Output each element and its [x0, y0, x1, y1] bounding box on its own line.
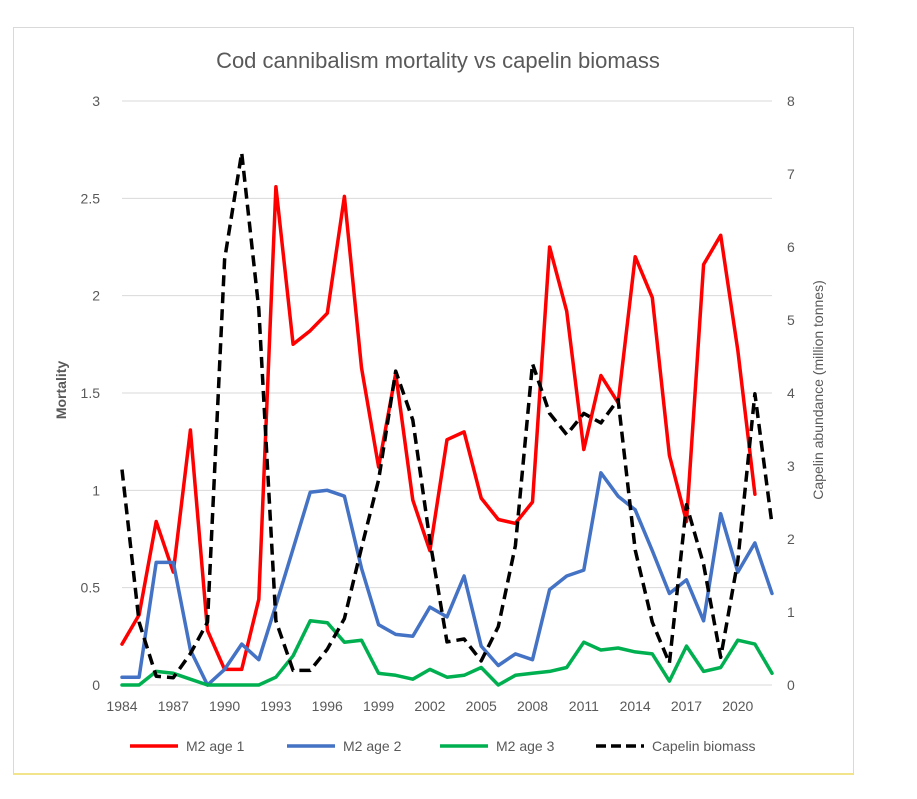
x-tick-label: 1993: [260, 698, 291, 714]
y2-tick-label: 6: [787, 239, 795, 255]
x-tick-label: 1990: [209, 698, 240, 714]
x-tick-label: 2011: [569, 698, 599, 714]
y2-tick-label: 7: [787, 166, 795, 182]
y2-tick-label: 0: [787, 677, 795, 693]
y2-tick-label: 2: [787, 531, 795, 547]
y-axis-title: Mortality: [53, 361, 69, 420]
x-tick-label: 2002: [414, 698, 445, 714]
chart-title: Cod cannibalism mortality vs capelin bio…: [216, 48, 660, 73]
y-tick-label: 2.5: [81, 190, 101, 206]
series-line-capelin-biomass: [120, 151, 774, 680]
y-tick-label: 0: [92, 677, 100, 693]
series-line-m2-age-3: [120, 619, 774, 687]
x-tick-label: 2008: [517, 698, 548, 714]
series-line-m2-age-2: [120, 471, 774, 687]
legend: M2 age 1 M2 age 2 M2 age 3 Capelin biomass: [130, 738, 756, 754]
x-tick-label: 2017: [671, 698, 702, 714]
gridlines: [122, 100, 772, 686]
x-tick-label: 1984: [106, 698, 137, 714]
x-tick-label: 1996: [312, 698, 343, 714]
x-tick-label: 1999: [363, 698, 394, 714]
legend-label: M2 age 3: [496, 738, 555, 754]
y-tick-label: 3: [92, 93, 100, 109]
y-tick-label: 2: [92, 288, 100, 304]
y2-tick-label: 3: [787, 458, 795, 474]
legend-label: M2 age 2: [343, 738, 402, 754]
y2-axis-title: Capelin abundance (million tonnes): [810, 280, 826, 499]
y2-axis-ticks: 0 1 2 3 4 5 6 7 8: [787, 93, 795, 693]
y2-tick-label: 1: [787, 604, 795, 620]
y2-tick-label: 5: [787, 312, 795, 328]
x-tick-label: 2014: [620, 698, 651, 714]
x-tick-label: 1987: [158, 698, 189, 714]
series-line-m2-age-1: [120, 184, 757, 672]
y2-tick-label: 8: [787, 93, 795, 109]
x-axis-ticks: 1984 1987 1990 1993 1996 1999 2002 2005 2008 2011…: [106, 698, 753, 714]
y-tick-label: 1: [92, 482, 100, 498]
y-tick-label: 1.5: [81, 385, 101, 401]
series-lines: [120, 151, 774, 687]
x-tick-label: 2005: [466, 698, 497, 714]
x-tick-label: 2020: [722, 698, 753, 714]
y-axis-ticks: 0 0.5 1 1.5 2 2.5 3: [81, 93, 101, 693]
y2-tick-label: 4: [787, 385, 795, 401]
legend-label: Capelin biomass: [652, 738, 756, 754]
legend-label: M2 age 1: [186, 738, 245, 754]
y-tick-label: 0.5: [81, 580, 101, 596]
chart-frame: [13, 27, 854, 775]
